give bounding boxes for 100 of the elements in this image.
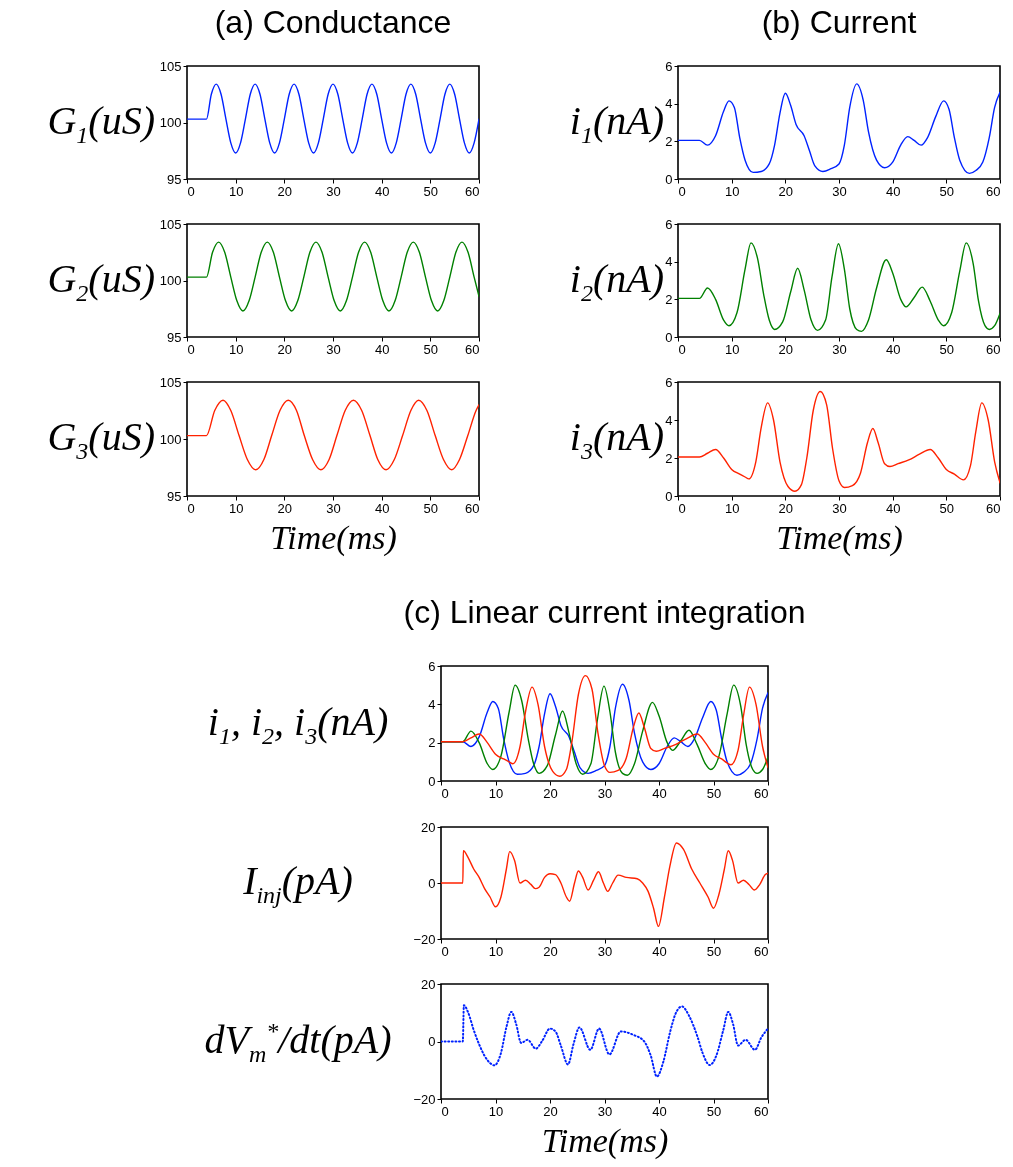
- x-tick-label: 30: [597, 943, 613, 959]
- y-tick-label: 2: [665, 291, 673, 307]
- x-axis-title: Time(ms): [776, 518, 903, 557]
- y-tick-label: 2: [665, 450, 673, 466]
- x-tick-label: 0: [187, 183, 195, 199]
- chart-title: (a) Conductance: [214, 3, 452, 41]
- x-tick-label: 0: [678, 341, 686, 357]
- x-tick-label: 0: [441, 785, 449, 801]
- y-tick-label: 95: [167, 488, 182, 504]
- x-tick-label: 40: [652, 1103, 667, 1119]
- x-tick-label: 60: [986, 341, 1001, 357]
- x-tick-label: 10: [228, 341, 244, 357]
- x-tick-label: 60: [465, 341, 480, 357]
- y-tick-label: 2: [665, 133, 673, 149]
- x-tick-label: 10: [724, 500, 740, 516]
- x-tick-label: 60: [754, 1103, 769, 1119]
- y-tick-label: 0: [428, 875, 436, 891]
- y-axis-title: i$_{1}$, i$_{2}$, i$_{3}$(nA): [207, 697, 389, 750]
- x-tick-label: 30: [597, 785, 613, 801]
- y-tick-label: 4: [665, 96, 673, 112]
- x-tick-label: 40: [885, 183, 901, 199]
- x-tick-label: 50: [423, 500, 439, 516]
- chart-title: (c) Linear current integration: [403, 593, 806, 631]
- y-tick-label: 95: [167, 329, 182, 345]
- x-tick-label: 30: [832, 183, 847, 199]
- x-tick-label: 20: [778, 341, 794, 357]
- y-tick-label: 2: [428, 735, 436, 751]
- x-tick-label: 20: [277, 341, 293, 357]
- y-axis-title: G$_{2}$(uS): [47, 254, 155, 307]
- x-tick-label: 40: [652, 785, 667, 801]
- x-tick-label: 20: [778, 183, 794, 199]
- x-tick-label: 20: [277, 500, 293, 516]
- x-tick-label: 0: [678, 500, 686, 516]
- y-tick-label: 6: [665, 374, 673, 390]
- y-tick-label: 4: [665, 254, 673, 270]
- y-tick-label: −20: [413, 1091, 436, 1107]
- x-tick-label: 60: [465, 500, 480, 516]
- x-tick-label: 50: [939, 183, 955, 199]
- y-axis-title: G$_{1}$(uS): [47, 96, 155, 149]
- x-tick-label: 50: [939, 341, 955, 357]
- x-tick-label: 40: [885, 341, 901, 357]
- line-series: [678, 390, 1000, 492]
- x-axis-title: Time(ms): [270, 518, 397, 557]
- x-tick-label: 0: [441, 943, 449, 959]
- x-tick-label: 60: [754, 785, 769, 801]
- x-tick-label: 0: [187, 500, 195, 516]
- x-tick-label: 40: [885, 500, 901, 516]
- x-axis-title: Time(ms): [541, 1121, 669, 1160]
- x-tick-label: 50: [706, 943, 722, 959]
- x-tick-label: 40: [374, 183, 390, 199]
- y-tick-label: −20: [413, 931, 436, 947]
- y-tick-label: 20: [421, 976, 436, 992]
- line-series: [187, 399, 479, 471]
- x-tick-label: 60: [986, 183, 1001, 199]
- x-tick-label: 30: [326, 183, 341, 199]
- y-tick-label: 100: [159, 273, 182, 288]
- chart-title: (b) Current: [761, 3, 917, 41]
- y-tick-label: 95: [167, 171, 182, 187]
- y-axis-title: I$_{inj}$(pA): [243, 857, 353, 909]
- x-tick-label: 50: [939, 500, 955, 516]
- x-tick-label: 20: [543, 943, 558, 959]
- x-tick-label: 0: [678, 183, 686, 199]
- y-tick-label: 6: [428, 658, 436, 674]
- x-tick-label: 0: [187, 341, 195, 357]
- x-tick-label: 50: [706, 785, 722, 801]
- line-series: [187, 83, 479, 154]
- x-tick-label: 60: [754, 943, 769, 959]
- y-tick-label: 105: [159, 58, 182, 74]
- x-tick-label: 30: [832, 500, 847, 516]
- x-tick-label: 20: [778, 500, 794, 516]
- y-tick-label: 6: [665, 216, 673, 232]
- x-tick-label: 50: [706, 1103, 722, 1119]
- y-tick-label: 0: [665, 488, 673, 504]
- y-tick-label: 0: [665, 329, 673, 345]
- y-tick-label: 20: [421, 819, 436, 835]
- x-tick-label: 40: [652, 943, 667, 959]
- x-tick-label: 30: [597, 1103, 613, 1119]
- x-tick-label: 20: [277, 183, 293, 199]
- y-axis-title: dV$_{m}$$^{*}$/dt(pA): [204, 1015, 392, 1068]
- line-series: [678, 242, 1000, 333]
- x-tick-label: 10: [488, 785, 504, 801]
- line-series: [441, 1004, 768, 1078]
- y-tick-label: 0: [665, 171, 673, 187]
- x-tick-label: 10: [228, 183, 244, 199]
- x-tick-label: 30: [326, 500, 341, 516]
- x-tick-label: 0: [441, 1103, 449, 1119]
- y-tick-label: 4: [665, 412, 673, 428]
- y-tick-label: 0: [428, 1034, 436, 1049]
- x-tick-label: 30: [326, 341, 341, 357]
- line-series: [187, 241, 479, 312]
- y-axis-title: i$_{2}$(nA): [569, 254, 664, 307]
- x-tick-label: 20: [543, 1103, 558, 1119]
- x-tick-label: 10: [724, 341, 740, 357]
- x-tick-label: 50: [423, 341, 439, 357]
- y-tick-label: 105: [159, 216, 182, 232]
- y-tick-label: 100: [159, 431, 182, 447]
- x-tick-label: 10: [724, 183, 740, 199]
- y-tick-label: 100: [159, 115, 182, 130]
- x-tick-label: 40: [374, 341, 390, 357]
- y-tick-label: 4: [428, 696, 436, 712]
